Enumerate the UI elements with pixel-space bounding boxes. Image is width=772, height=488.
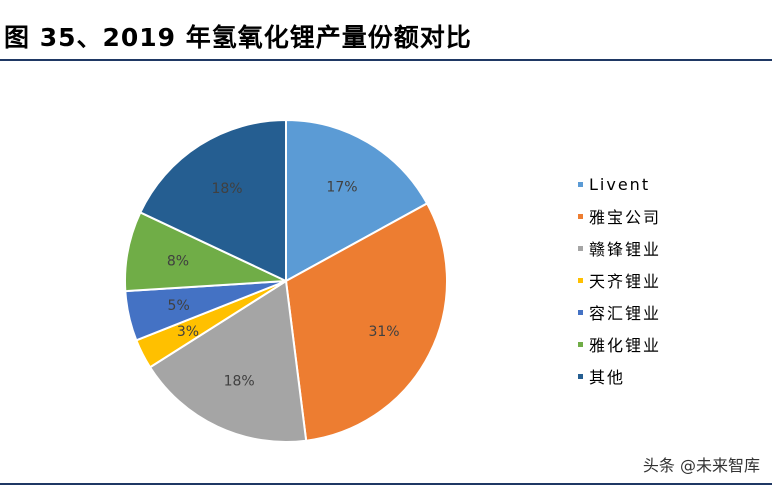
pie-slices xyxy=(124,118,448,443)
legend-label: 赣锋锂业 xyxy=(589,240,662,259)
legend-label: 天齐锂业 xyxy=(589,272,662,291)
legend-item-0: Livent xyxy=(578,168,661,200)
pie-label-3: 3% xyxy=(177,324,199,340)
pie-data-labels: 17% 31% 18% 3% 5% 8% 18% xyxy=(167,179,400,389)
pie-label-2: 18% xyxy=(224,374,255,390)
bottom-divider xyxy=(0,483,772,485)
legend-swatch xyxy=(578,341,583,347)
legend-item-2: 赣锋锂业 xyxy=(578,232,661,264)
pie-label-5: 8% xyxy=(167,253,189,269)
legend-label: 雅宝公司 xyxy=(589,208,662,227)
pie-slice-2 xyxy=(148,279,308,443)
pie-label-6: 18% xyxy=(211,181,242,197)
pie-label-4: 5% xyxy=(168,298,190,314)
legend-swatch xyxy=(578,373,583,379)
legend-label: 雅化锂业 xyxy=(589,336,662,355)
legend-swatch xyxy=(578,213,583,219)
chart-title: 图 35、2019 年氢氧化锂产量份额对比 xyxy=(4,23,472,52)
legend-swatch xyxy=(578,245,583,251)
watermark: 头条 @未来智库 xyxy=(642,456,760,475)
pie-slice-6 xyxy=(138,118,287,283)
title-divider xyxy=(0,59,772,61)
chart-legend: Livent 雅宝公司赣锋锂业天齐锂业容汇锂业雅化锂业其他 xyxy=(578,168,661,392)
legend-swatch xyxy=(578,309,583,315)
legend-swatch xyxy=(578,181,583,187)
legend-item-6: 其他 xyxy=(578,360,661,392)
legend-swatch xyxy=(578,277,583,283)
pie-label-0: 17% xyxy=(326,179,357,195)
legend-item-4: 容汇锂业 xyxy=(578,296,661,328)
legend-item-1: 雅宝公司 xyxy=(578,200,661,232)
pie-slice-0 xyxy=(285,118,429,283)
legend-label: 容汇锂业 xyxy=(589,304,662,323)
legend-label: Livent xyxy=(589,174,651,194)
legend-item-5: 雅化锂业 xyxy=(578,328,661,360)
legend-item-3: 天齐锂业 xyxy=(578,264,661,296)
pie-slice-1 xyxy=(284,202,448,442)
pie-label-1: 31% xyxy=(368,324,399,340)
legend-label: 其他 xyxy=(589,368,626,387)
